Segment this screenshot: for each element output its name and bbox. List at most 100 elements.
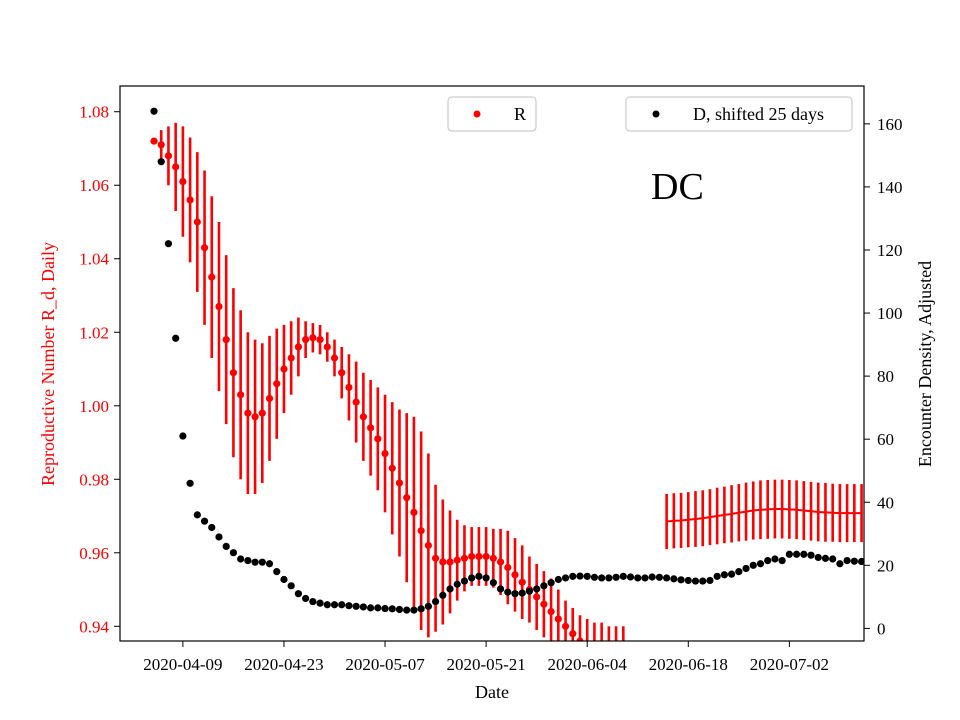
data-point <box>388 464 396 472</box>
data-point <box>323 601 331 609</box>
data-point <box>352 398 360 406</box>
data-point <box>569 630 577 638</box>
data-point <box>367 424 375 432</box>
data-point <box>410 508 418 516</box>
data-point <box>157 141 165 149</box>
data-point <box>850 557 858 565</box>
data-point <box>330 354 339 362</box>
data-point <box>417 605 425 613</box>
data-point <box>244 556 252 565</box>
legend-r-box <box>447 96 537 132</box>
data-point <box>670 575 678 583</box>
data-point <box>237 391 245 399</box>
data-point <box>511 571 519 579</box>
data-point <box>540 600 548 608</box>
data-point <box>583 572 591 580</box>
data-point <box>792 550 801 558</box>
data-point <box>720 571 728 579</box>
data-point <box>265 560 274 568</box>
data-point <box>302 594 310 603</box>
data-point <box>424 602 432 610</box>
data-point <box>374 435 382 443</box>
data-point <box>338 369 346 377</box>
data-point <box>634 574 642 582</box>
data-point <box>836 560 844 568</box>
data-point <box>439 558 447 566</box>
data-point <box>561 574 570 582</box>
data-point <box>691 577 700 585</box>
legend-r-marker <box>473 110 481 118</box>
legend-d-box <box>625 96 853 132</box>
data-point <box>511 590 519 598</box>
data-point <box>475 552 483 561</box>
data-point <box>706 576 714 585</box>
series-r-projected- <box>665 479 863 550</box>
data-point <box>749 561 757 569</box>
data-point <box>359 603 367 611</box>
data-point <box>742 564 750 573</box>
data-point <box>367 604 375 612</box>
y-right-tick-label: 0 <box>877 619 886 638</box>
x-tick-label: 2020-06-04 <box>548 655 628 674</box>
data-point <box>294 343 302 351</box>
data-point <box>403 494 411 502</box>
data-point <box>395 605 404 614</box>
data-point <box>764 556 772 565</box>
data-point <box>229 549 238 557</box>
data-point <box>843 556 851 565</box>
data-point <box>229 369 238 377</box>
data-point <box>605 574 613 582</box>
data-point <box>677 576 685 584</box>
data-point <box>273 380 281 388</box>
data-point <box>547 607 555 616</box>
data-point <box>590 573 599 581</box>
y-axis-right-label: Encounter Density, Adjusted <box>915 261 935 467</box>
data-point <box>179 177 187 186</box>
plot-area <box>150 107 864 641</box>
data-point <box>215 533 223 541</box>
data-point <box>518 578 526 586</box>
y-left-tick-label: 1.04 <box>79 250 109 269</box>
data-point <box>641 574 649 582</box>
data-point <box>309 334 317 342</box>
data-point <box>273 568 281 576</box>
data-point <box>655 573 664 581</box>
data-point <box>431 597 440 606</box>
data-point <box>648 573 656 581</box>
data-point <box>663 574 671 582</box>
legend-d-marker <box>652 110 660 118</box>
data-point <box>569 572 577 580</box>
data-point <box>504 563 512 572</box>
data-point <box>453 556 461 564</box>
data-point <box>496 558 505 566</box>
data-point <box>244 409 252 417</box>
data-point <box>179 432 187 440</box>
data-point <box>857 557 864 566</box>
data-point <box>417 527 425 535</box>
data-point <box>208 273 216 281</box>
data-point <box>619 572 627 580</box>
data-point <box>222 336 230 344</box>
data-point <box>468 552 476 561</box>
data-point <box>410 606 418 614</box>
data-point <box>576 572 584 580</box>
data-point <box>800 550 808 558</box>
data-point <box>164 152 173 160</box>
data-point <box>504 588 512 596</box>
data-point <box>280 575 288 584</box>
data-point <box>193 511 201 519</box>
data-point <box>208 523 216 532</box>
projected-r-line <box>666 508 862 523</box>
y-left-tick-label: 0.98 <box>79 470 109 489</box>
data-point <box>482 574 490 582</box>
data-point <box>302 336 310 344</box>
data-point <box>374 604 382 612</box>
data-point <box>460 577 469 585</box>
annotation-label: DC <box>651 166 704 208</box>
y-left-tick-label: 0.94 <box>79 617 109 636</box>
data-point <box>489 554 497 562</box>
data-point <box>316 336 324 344</box>
data-point <box>287 582 295 590</box>
data-point <box>157 158 165 166</box>
